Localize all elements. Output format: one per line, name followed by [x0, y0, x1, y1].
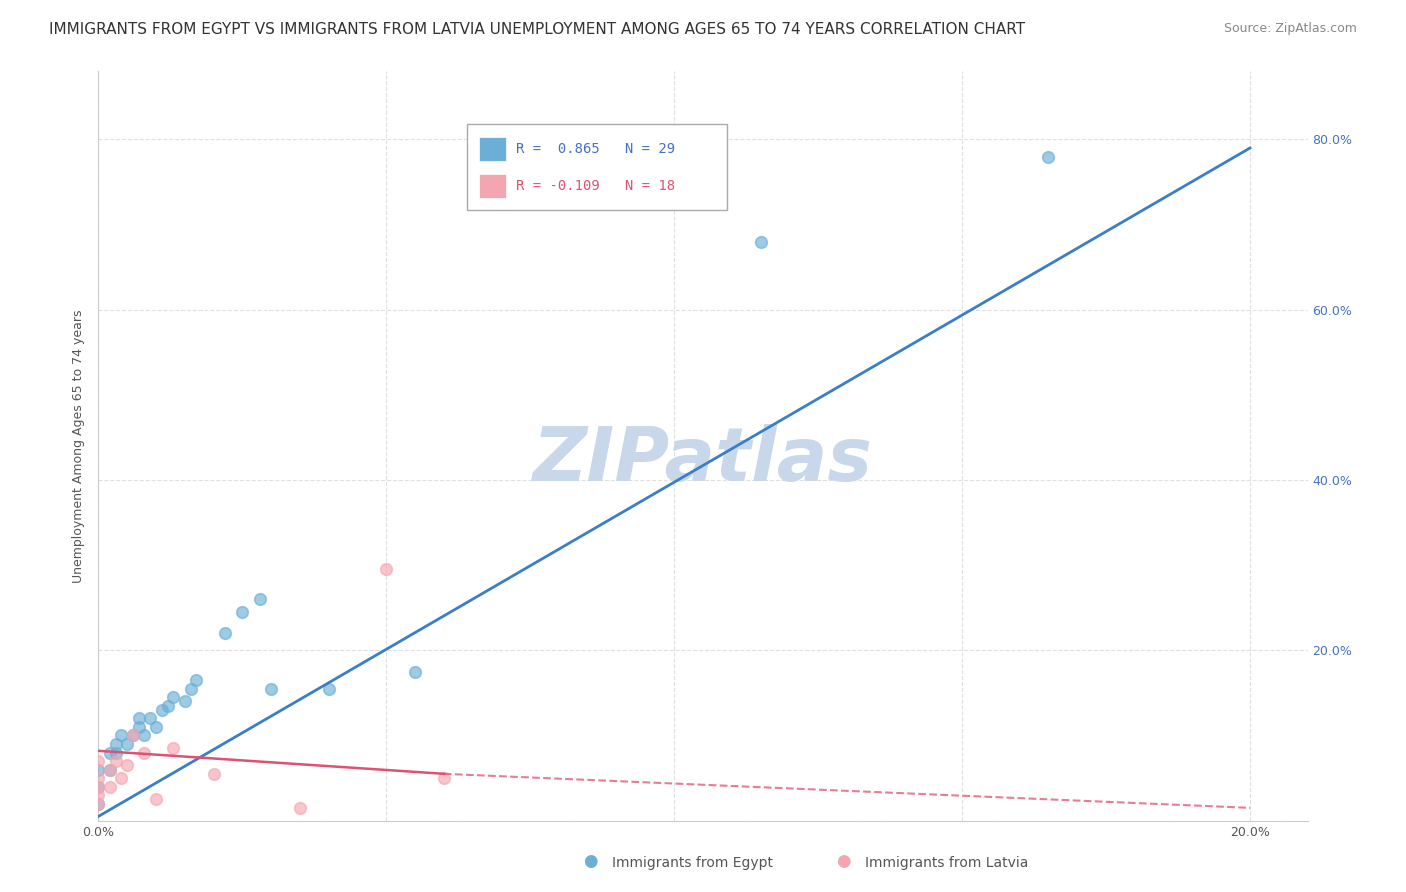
Point: [104, 754, 127, 768]
Point: [162, 690, 184, 705]
Point: [110, 729, 132, 743]
Point: [139, 711, 162, 725]
Point: [231, 605, 253, 619]
Point: [433, 771, 456, 785]
Point: [145, 792, 167, 806]
Point: [87, 771, 110, 785]
Bar: [479, 174, 506, 198]
Point: [98, 763, 121, 777]
Point: [173, 694, 195, 708]
Point: [98, 746, 121, 760]
FancyBboxPatch shape: [467, 124, 727, 210]
Point: [145, 720, 167, 734]
Point: [98, 780, 121, 794]
Point: [156, 698, 179, 713]
Point: [180, 681, 202, 696]
Point: [98, 763, 121, 777]
Text: ●: ●: [837, 852, 851, 870]
Text: R =  0.865   N = 29: R = 0.865 N = 29: [516, 142, 675, 155]
Point: [150, 703, 173, 717]
Point: [162, 741, 184, 756]
Point: [318, 681, 340, 696]
Point: [249, 592, 271, 607]
Point: [288, 801, 311, 815]
Point: [202, 767, 225, 781]
Text: Source: ZipAtlas.com: Source: ZipAtlas.com: [1223, 22, 1357, 36]
Text: IMMIGRANTS FROM EGYPT VS IMMIGRANTS FROM LATVIA UNEMPLOYMENT AMONG AGES 65 TO 74: IMMIGRANTS FROM EGYPT VS IMMIGRANTS FROM…: [49, 22, 1025, 37]
Point: [87, 797, 110, 811]
Point: [260, 681, 283, 696]
Point: [1038, 149, 1060, 163]
Point: [375, 562, 398, 576]
Point: [134, 746, 156, 760]
Point: [122, 729, 145, 743]
Point: [186, 673, 208, 688]
Text: ZIPatlas: ZIPatlas: [533, 425, 873, 498]
Point: [87, 788, 110, 802]
Point: [214, 626, 236, 640]
Point: [404, 665, 426, 679]
Text: R = -0.109   N = 18: R = -0.109 N = 18: [516, 179, 675, 193]
Point: [115, 758, 138, 772]
Point: [104, 746, 127, 760]
Point: [122, 729, 145, 743]
Text: Immigrants from Egypt: Immigrants from Egypt: [612, 855, 773, 870]
Point: [115, 737, 138, 751]
Y-axis label: Unemployment Among Ages 65 to 74 years: Unemployment Among Ages 65 to 74 years: [72, 310, 86, 582]
Bar: [479, 136, 506, 161]
Point: [87, 780, 110, 794]
Point: [87, 754, 110, 768]
Text: Immigrants from Latvia: Immigrants from Latvia: [865, 855, 1028, 870]
Point: [87, 763, 110, 777]
Point: [128, 711, 150, 725]
Point: [134, 729, 156, 743]
Point: [110, 771, 132, 785]
Point: [87, 780, 110, 794]
Point: [749, 235, 772, 249]
Point: [87, 797, 110, 811]
Point: [104, 737, 127, 751]
Point: [128, 720, 150, 734]
Text: ●: ●: [583, 852, 598, 870]
